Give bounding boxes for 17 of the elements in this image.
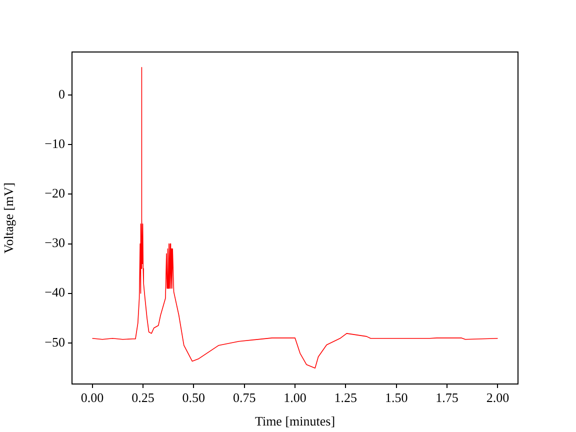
y-axis-title: Voltage [mV] [1,182,16,254]
x-axis-title: Time [minutes] [254,414,336,429]
x-tick-label: 1.25 [334,390,358,406]
y-tick-label: −40 [44,284,65,300]
y-tick-label: −50 [44,334,65,350]
y-tick-label: −10 [44,136,65,152]
x-tick-label: 0.75 [232,390,256,406]
x-tick-label: 0.00 [80,390,104,406]
x-tick-label: 1.00 [284,390,306,406]
y-tick-label: −20 [44,186,65,201]
x-tick-label: 1.75 [436,390,458,406]
x-tick-label: 1.50 [384,390,408,406]
x-tick-label: 2.00 [486,390,510,406]
x-tick-label: 0.25 [132,390,154,406]
y-tick-label: −30 [44,235,65,250]
y-tick-label: 0 [58,86,65,102]
x-tick-label: 0.50 [182,390,206,406]
